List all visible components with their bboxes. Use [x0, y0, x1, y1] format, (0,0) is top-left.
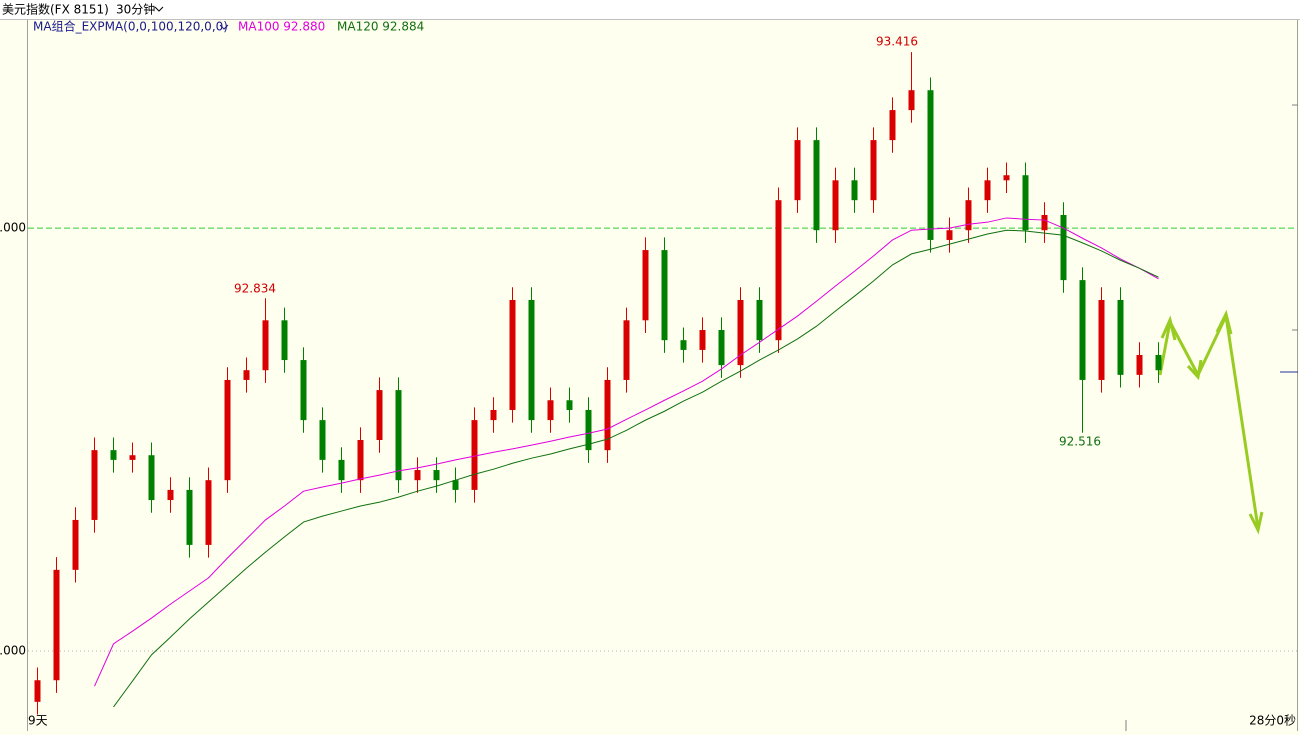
y-tick-label: .000 [0, 644, 26, 658]
candle-body [661, 250, 668, 341]
candle-body [129, 455, 136, 460]
candle-body [1136, 354, 1143, 375]
period-dropdown[interactable] [154, 6, 164, 12]
candle-body [300, 360, 307, 421]
candle-body [395, 390, 402, 481]
arrowhead [1160, 315, 1177, 341]
candle-body [148, 455, 155, 501]
candle-body [1079, 280, 1086, 380]
forecast-arrow [1158, 314, 1260, 529]
arrowhead [1215, 309, 1233, 335]
candle-body [53, 569, 60, 681]
ma-line [113, 229, 1159, 708]
candle-body [1022, 175, 1029, 231]
candle-body [946, 230, 953, 240]
candle-body [319, 420, 326, 460]
candle-body [91, 450, 98, 520]
candle-body [186, 489, 193, 545]
candle-body [509, 300, 516, 410]
candle-body [281, 320, 288, 361]
candle-body [908, 90, 915, 111]
candle-body [110, 450, 117, 460]
period[interactable]: 30分钟 [116, 2, 155, 17]
high-annotation: 93.416 [876, 35, 918, 49]
candle-body [224, 379, 231, 481]
candle-body [585, 409, 592, 451]
candle-body [699, 330, 706, 350]
candle-body [756, 300, 763, 341]
candle-body [452, 480, 459, 490]
candle-body [927, 90, 934, 240]
candle-body [604, 379, 611, 451]
candle-body [813, 140, 820, 231]
candle-body [1117, 300, 1124, 375]
candle-body [528, 300, 535, 421]
candle-body [1098, 300, 1105, 380]
candle-body [338, 459, 345, 481]
candle-body [433, 470, 440, 481]
candle-body [851, 180, 858, 201]
indicator-name[interactable]: MA组合_EXPMA(0,0,100,120,0,0) [33, 19, 228, 34]
candle-body [547, 400, 554, 421]
candle-body [794, 140, 801, 201]
candle-body [832, 180, 839, 231]
candle-body [718, 330, 725, 366]
low-annotation: 92.516 [1059, 435, 1101, 449]
candle-body [243, 370, 250, 380]
candle-body [205, 480, 212, 545]
candle-body [490, 409, 497, 421]
candle-body [414, 470, 421, 481]
candle-body [623, 320, 630, 380]
legend-entry: MA100 92.880 [238, 20, 325, 34]
footer-left: 9天 [28, 714, 48, 728]
candle-body [34, 680, 41, 702]
legend-entry: MA120 92.884 [337, 20, 424, 34]
candle-body [357, 440, 364, 481]
candle-body [376, 390, 383, 441]
candle-body [680, 340, 687, 350]
candle-body [889, 110, 896, 141]
candle-body [737, 300, 744, 366]
candle-body [1155, 354, 1162, 371]
candle-body [471, 420, 478, 490]
indicator-dropdown[interactable] [219, 24, 229, 30]
candle-body [566, 400, 573, 410]
candle-body [984, 180, 991, 201]
candle-body [1003, 175, 1010, 181]
candle-body [870, 140, 877, 201]
candle-body [642, 250, 649, 321]
candle-body [262, 320, 269, 371]
footer-right: 28分0秒 [1249, 714, 1296, 728]
candle-body [775, 200, 782, 341]
candle-body [1060, 214, 1067, 281]
candle-body [1041, 214, 1048, 231]
y-tick-label: .000 [0, 221, 26, 235]
title-bar [0, 0, 1300, 20]
candle-body [965, 200, 972, 231]
candle-body [72, 519, 79, 570]
arrowhead [1186, 359, 1203, 381]
arrowhead [1248, 511, 1264, 535]
ma-line [94, 217, 1159, 687]
high-annotation: 92.834 [234, 282, 276, 296]
plot-area [28, 52, 1297, 715]
symbol-title: 美元指数(FX 8151) [2, 2, 109, 17]
candle-body [167, 489, 174, 501]
